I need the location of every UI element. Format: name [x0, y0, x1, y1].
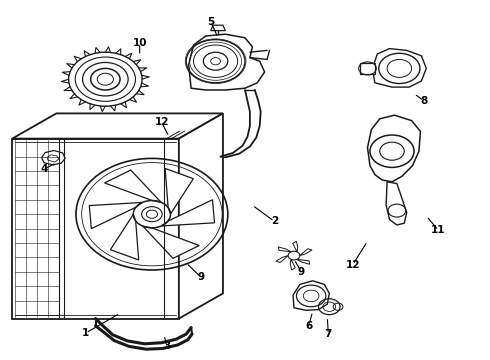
Text: 5: 5 — [207, 17, 214, 27]
Polygon shape — [12, 139, 179, 319]
Polygon shape — [372, 49, 426, 87]
Polygon shape — [110, 214, 139, 260]
Text: 1: 1 — [82, 328, 89, 338]
Polygon shape — [360, 63, 375, 74]
Text: 9: 9 — [197, 272, 204, 282]
Polygon shape — [165, 168, 194, 214]
Polygon shape — [179, 113, 223, 319]
Polygon shape — [42, 150, 65, 165]
Text: 2: 2 — [271, 216, 278, 226]
Polygon shape — [276, 256, 288, 262]
Text: 7: 7 — [324, 329, 332, 339]
Text: 6: 6 — [305, 321, 312, 331]
Polygon shape — [47, 155, 59, 162]
Polygon shape — [293, 241, 298, 252]
Polygon shape — [386, 182, 407, 225]
Text: 9: 9 — [298, 267, 305, 277]
Text: 8: 8 — [420, 96, 427, 106]
Text: 12: 12 — [345, 260, 360, 270]
Polygon shape — [161, 200, 215, 226]
Polygon shape — [143, 226, 199, 258]
Polygon shape — [12, 113, 223, 139]
Text: 10: 10 — [132, 38, 147, 48]
Polygon shape — [290, 259, 295, 270]
Polygon shape — [293, 281, 329, 310]
Text: 12: 12 — [154, 117, 169, 127]
Text: 4: 4 — [40, 164, 48, 174]
Polygon shape — [368, 115, 420, 182]
Text: 11: 11 — [431, 225, 446, 235]
Polygon shape — [297, 259, 310, 264]
Polygon shape — [189, 34, 265, 90]
Text: 3: 3 — [163, 341, 170, 351]
Polygon shape — [89, 202, 143, 229]
Polygon shape — [278, 247, 291, 252]
Polygon shape — [300, 249, 312, 256]
Polygon shape — [104, 170, 161, 202]
